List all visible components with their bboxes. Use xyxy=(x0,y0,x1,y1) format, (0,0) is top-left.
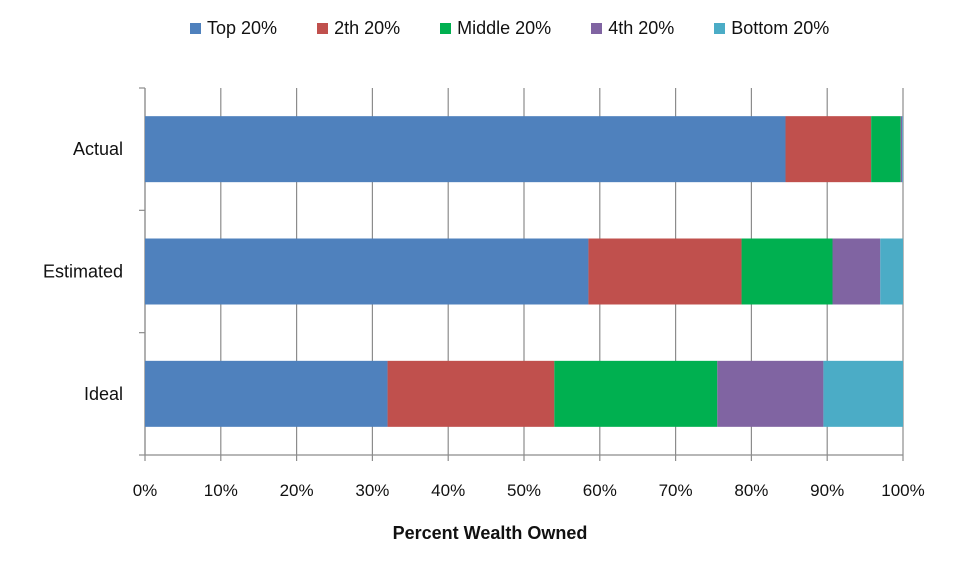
legend-swatch-top-20 xyxy=(190,23,201,34)
legend-label-middle-20: Middle 20% xyxy=(457,18,552,38)
legend-swatch-middle-20 xyxy=(440,23,452,34)
legend-label-4th-20: 4th 20% xyxy=(608,18,675,38)
x-tick-label: 0% xyxy=(133,481,158,500)
x-tick-label: 70% xyxy=(659,481,693,500)
legend-label-2th-20: 2th 20% xyxy=(334,18,401,38)
bar-estimated-0 xyxy=(145,238,589,305)
bar-actual-3 xyxy=(900,116,903,183)
x-tick-label: 90% xyxy=(810,481,844,500)
x-tick-label: 80% xyxy=(734,481,768,500)
legend-label-bottom-20: Bottom 20% xyxy=(731,18,830,38)
category-label-estimated: Estimated xyxy=(43,262,123,282)
legend-item-4th-20: 4th 20% xyxy=(591,18,674,39)
legend-item-2th-20: 2th 20% xyxy=(317,18,400,39)
legend-item-middle-20: Middle 20% xyxy=(440,18,551,39)
bar-ideal-2 xyxy=(554,360,718,427)
bar-ideal-0 xyxy=(145,360,388,427)
bar-ideal-3 xyxy=(717,360,824,427)
x-tick-label: 60% xyxy=(583,481,617,500)
legend: Top 20% 2th 20% Middle 20% 4th 20% Botto… xyxy=(190,18,829,39)
x-tick-label: 30% xyxy=(355,481,389,500)
x-tick-label: 100% xyxy=(881,481,924,500)
bar-ideal-1 xyxy=(387,360,555,427)
bar-actual-4 xyxy=(902,116,903,183)
legend-swatch-2th-20 xyxy=(317,23,329,34)
x-tick-label: 50% xyxy=(507,481,541,500)
bar-estimated-2 xyxy=(741,238,833,305)
x-axis-title: Percent Wealth Owned xyxy=(392,523,588,543)
bar-actual-1 xyxy=(785,116,872,183)
bar-actual-0 xyxy=(145,116,786,183)
category-label-actual: Actual xyxy=(73,139,123,159)
legend-swatch-4th-20 xyxy=(591,23,603,34)
x-tick-label: 20% xyxy=(280,481,314,500)
category-label-ideal: Ideal xyxy=(84,384,123,404)
x-tick-label: 40% xyxy=(431,481,465,500)
bar-ideal-4 xyxy=(823,360,903,427)
legend-label-top-20: Top 20% xyxy=(207,18,278,38)
x-tick-label: 10% xyxy=(204,481,238,500)
legend-swatch-bottom-20 xyxy=(714,23,726,34)
bar-actual-2 xyxy=(871,116,901,183)
bar-estimated-3 xyxy=(832,238,881,305)
legend-item-bottom-20: Bottom 20% xyxy=(714,18,829,39)
bar-estimated-1 xyxy=(588,238,742,305)
bar-estimated-4 xyxy=(880,238,903,305)
legend-item-top-20: Top 20% xyxy=(190,18,277,39)
